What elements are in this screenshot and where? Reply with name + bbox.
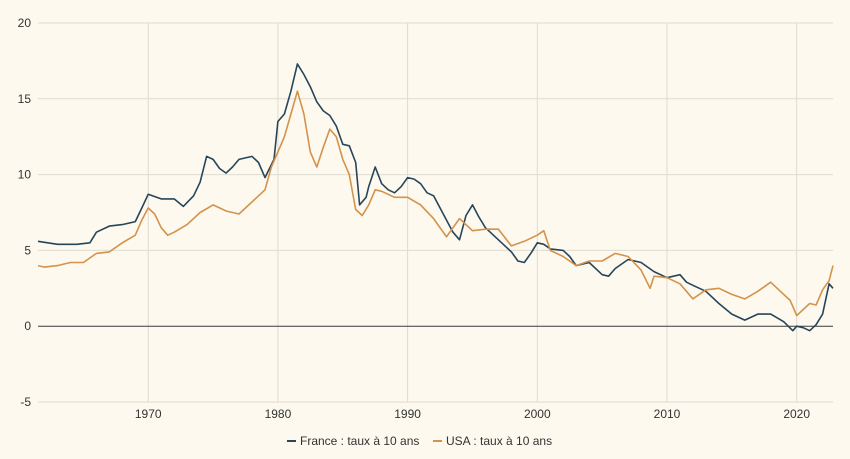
legend-label-usa: USA : taux à 10 ans (446, 434, 552, 448)
series-layer (37, 63, 834, 332)
y-tick-label: -5 (20, 395, 31, 409)
legend: France : taux à 10 ans USA : taux à 10 a… (287, 434, 552, 448)
y-tick-label: 15 (18, 92, 32, 106)
x-tick-label: 1990 (394, 407, 421, 421)
series-line-usa (37, 90, 834, 317)
legend-item-france[interactable]: France : taux à 10 ans (287, 434, 419, 448)
x-axis: 1970 1980 1990 2000 2010 2020 (135, 407, 810, 421)
y-tick-label: 20 (18, 16, 32, 30)
grid-lines (38, 22, 833, 403)
y-tick-label: 5 (24, 243, 31, 257)
y-tick-label: 10 (18, 168, 32, 182)
legend-item-usa[interactable]: USA : taux à 10 ans (433, 434, 552, 448)
y-axis: -5 0 5 10 15 20 (18, 16, 32, 409)
series-line-france (37, 63, 834, 332)
x-tick-label: 1970 (135, 407, 162, 421)
x-tick-label: 2000 (524, 407, 551, 421)
y-tick-label: 0 (24, 319, 31, 333)
x-tick-label: 2010 (654, 407, 681, 421)
x-tick-label: 2020 (783, 407, 810, 421)
x-tick-label: 1980 (265, 407, 292, 421)
legend-label-france: France : taux à 10 ans (300, 434, 419, 448)
